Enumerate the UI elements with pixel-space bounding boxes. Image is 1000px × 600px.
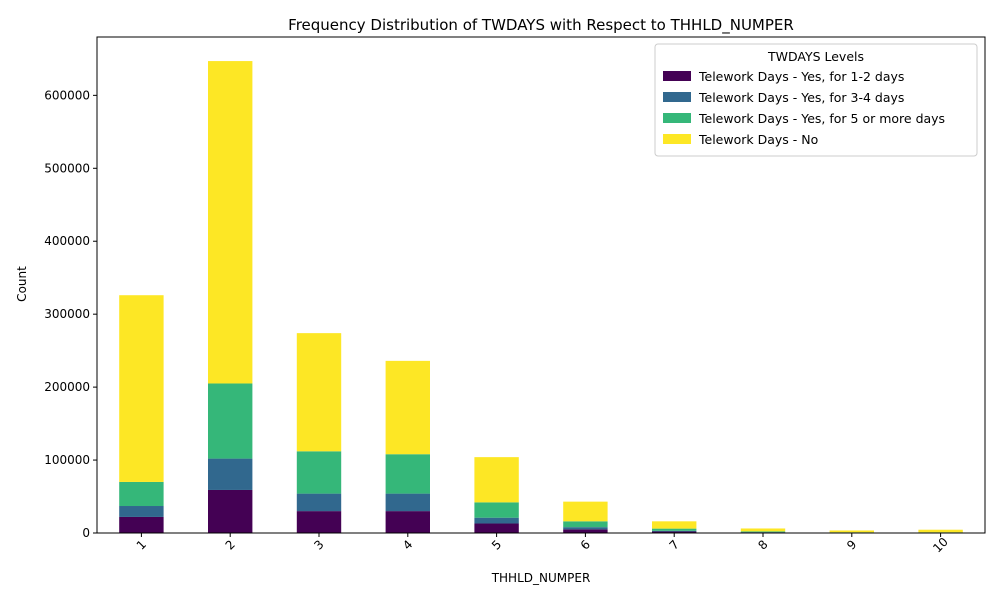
bar-segment — [119, 516, 164, 533]
bar-segment — [563, 527, 608, 530]
bar-segment — [385, 493, 430, 512]
bar-segment — [296, 451, 342, 494]
bar-segment — [563, 501, 608, 522]
y-tick-label: 400000 — [44, 234, 90, 248]
bar-segment — [296, 511, 342, 533]
legend-box — [654, 43, 978, 157]
bar-segment — [296, 493, 342, 512]
bar-segment — [119, 506, 164, 517]
legend: TWDAYS Levels Telework Days - Yes, for 1-… — [654, 43, 978, 157]
y-axis-label: Count — [15, 266, 29, 302]
legend-swatch — [663, 134, 691, 144]
legend-entry-label: Telework Days - Yes, for 3-4 days — [698, 90, 904, 105]
y-tick-label: 0 — [82, 526, 90, 540]
bar-segment — [652, 528, 697, 531]
legend-swatch — [663, 71, 691, 81]
legend-entry-label: Telework Days - Yes, for 1-2 days — [698, 69, 904, 84]
legend-swatch — [663, 92, 691, 102]
bar-segment — [740, 531, 786, 533]
bar-segment — [208, 458, 253, 490]
bar-segment — [296, 333, 342, 452]
bar-segment — [740, 528, 786, 532]
bar-segment — [208, 383, 253, 459]
bar-segment — [385, 454, 430, 494]
y-tick-label: 100000 — [44, 453, 90, 467]
bar-segment — [563, 529, 608, 533]
legend-entry-label: Telework Days - No — [698, 132, 818, 147]
bar-segment — [829, 530, 874, 533]
bar-segment — [474, 457, 519, 503]
axes-frame — [96, 36, 986, 534]
y-tick-label: 600000 — [44, 88, 90, 102]
bar-segment — [652, 530, 697, 532]
bar-segment — [208, 61, 253, 384]
bar-segment — [474, 517, 519, 524]
legend-title: TWDAYS Levels — [767, 49, 864, 64]
bar-segment — [119, 481, 164, 507]
bar-segment — [385, 360, 430, 455]
y-tick-label: 200000 — [44, 380, 90, 394]
chart-title: Frequency Distribution of TWDAYS with Re… — [288, 16, 794, 35]
x-axis-label: THHLD_NUMPER — [491, 571, 591, 585]
bar-segment — [474, 502, 519, 518]
legend-entry-label: Telework Days - Yes, for 5 or more days — [698, 111, 945, 126]
y-tick-label: 500000 — [44, 161, 90, 175]
bar-segment — [208, 489, 253, 533]
bar-segment — [652, 531, 697, 533]
bar-segment — [474, 523, 519, 533]
bar-segment — [563, 521, 608, 528]
bar-segment — [385, 511, 430, 533]
legend-swatch — [663, 113, 691, 123]
bar-segment — [918, 529, 963, 533]
y-tick-label: 300000 — [44, 307, 90, 321]
bar-segment — [119, 295, 164, 482]
bar-segment — [652, 521, 697, 529]
